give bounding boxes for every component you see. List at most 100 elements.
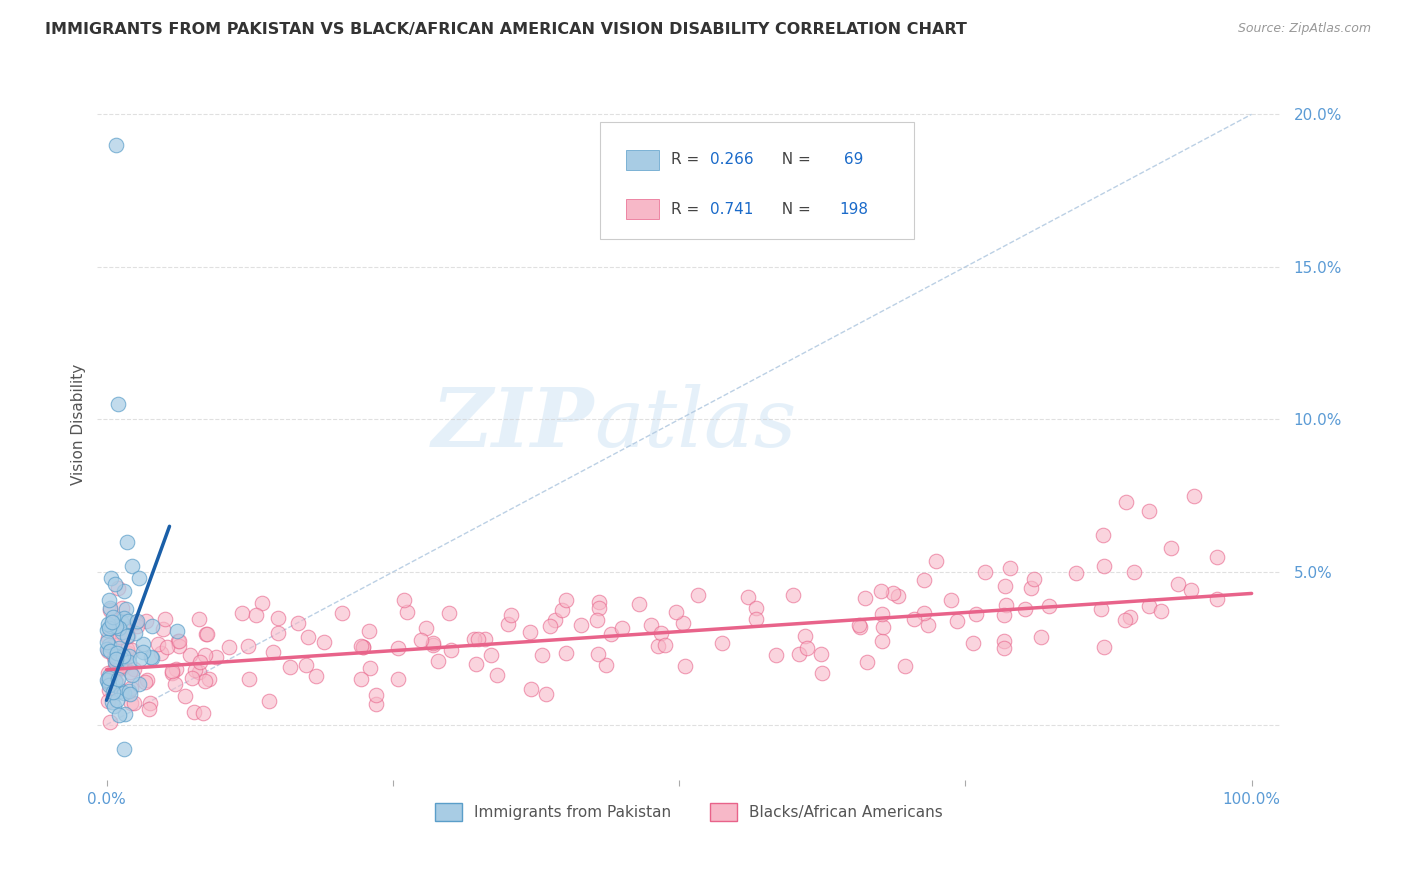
Point [305, 669, 328, 683]
Point [141, 651, 163, 665]
Point [498, 616, 520, 631]
Point [115, 641, 138, 656]
Point [134, 675, 156, 690]
Text: 198: 198 [839, 202, 868, 217]
Point [139, 696, 162, 710]
Point [117, 646, 139, 660]
Text: R =: R = [671, 202, 704, 217]
Point [97, 671, 120, 685]
Point [118, 648, 141, 663]
Text: R =: R = [671, 153, 704, 168]
Point [103, 699, 125, 714]
Y-axis label: Vision Disability: Vision Disability [72, 363, 86, 484]
Point [538, 618, 561, 632]
Point [245, 607, 267, 622]
Point [105, 675, 128, 690]
Point [118, 684, 141, 698]
Point [167, 639, 190, 653]
Point [105, 693, 128, 707]
Text: atlas: atlas [595, 384, 797, 464]
Point [965, 607, 987, 622]
Point [107, 397, 129, 411]
Point [125, 619, 148, 633]
Point [359, 661, 381, 675]
Point [811, 665, 834, 680]
Point [479, 648, 502, 662]
Point [869, 584, 891, 599]
Point [427, 654, 450, 668]
Point [174, 690, 197, 704]
Point [191, 706, 214, 720]
Point [111, 661, 134, 675]
Point [350, 673, 373, 687]
Point [110, 614, 132, 628]
Point [737, 590, 759, 604]
Point [474, 632, 496, 647]
Point [312, 634, 335, 648]
Point [105, 646, 128, 660]
Point [120, 681, 142, 696]
Point [1115, 495, 1137, 509]
Point [231, 606, 253, 620]
Point [872, 619, 894, 633]
Point [194, 673, 217, 688]
Point [112, 583, 135, 598]
Point [117, 614, 139, 628]
Point [117, 622, 139, 636]
Point [238, 672, 260, 686]
Point [128, 652, 150, 666]
Point [1092, 558, 1115, 573]
Point [218, 640, 240, 655]
Text: N =: N = [772, 202, 815, 217]
Point [156, 640, 179, 654]
Point [104, 659, 127, 673]
Point [650, 625, 672, 640]
Point [108, 659, 131, 673]
Point [108, 621, 131, 635]
Point [160, 665, 183, 680]
Point [610, 621, 633, 635]
Point [141, 649, 163, 664]
Point [536, 687, 558, 701]
Point [100, 571, 122, 585]
Point [357, 624, 380, 638]
Point [98, 621, 121, 635]
Point [993, 608, 1015, 623]
Point [765, 648, 787, 663]
Point [1137, 599, 1160, 613]
Point [1024, 572, 1046, 586]
Point [110, 631, 132, 645]
Text: 69: 69 [839, 153, 863, 168]
Point [287, 615, 309, 630]
Point [128, 571, 150, 585]
Point [1123, 566, 1146, 580]
Point [121, 668, 143, 682]
Point [257, 693, 280, 707]
Point [98, 639, 121, 653]
Point [440, 643, 463, 657]
Point [107, 581, 129, 595]
Point [103, 663, 125, 677]
Point [98, 603, 121, 617]
Point [98, 678, 121, 692]
Point [165, 662, 187, 676]
Point [295, 657, 318, 672]
Point [112, 741, 135, 756]
Point [138, 702, 160, 716]
Point [112, 649, 135, 664]
Point [600, 627, 623, 641]
Point [104, 653, 127, 667]
Point [499, 608, 522, 623]
Point [673, 658, 696, 673]
Point [810, 648, 832, 662]
Point [1114, 613, 1136, 627]
Point [789, 647, 811, 661]
Point [110, 684, 132, 698]
Point [152, 622, 174, 636]
Point [98, 592, 121, 607]
Point [995, 598, 1018, 612]
Text: 0.741: 0.741 [710, 202, 754, 217]
Point [422, 638, 444, 652]
Point [104, 137, 127, 152]
Point [1029, 631, 1052, 645]
